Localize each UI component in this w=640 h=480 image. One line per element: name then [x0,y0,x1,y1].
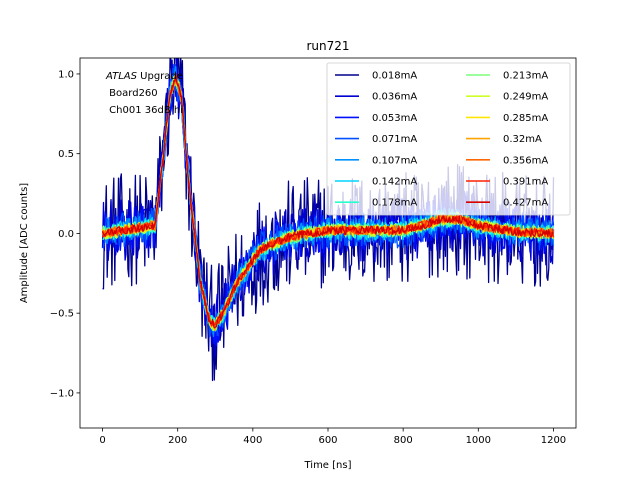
series-line [102,76,555,332]
legend-label: 0.107mA [372,155,417,166]
annotation-line-1: ATLAS Upgrade [105,71,183,82]
legend-label: 0.213mA [503,71,548,82]
series-line [101,72,554,329]
annotation-line-3: Ch001 36dB hi [106,105,183,116]
legend-frame [326,62,571,216]
legend-label: 0.036mA [372,92,417,103]
legend-label: 0.178mA [372,198,417,209]
x-axis-ticks: 0 200 400 600 800 1000 1200 [99,428,566,446]
x-axis-label: Time [ns] [303,460,351,471]
legend-label: 0.427mA [503,198,548,209]
legend-label: 0.391mA [503,177,548,188]
legend-label: 0.071mA [372,134,417,145]
legend-label: 0.142mA [372,177,417,188]
x-tick-label: 400 [243,435,262,446]
chart-title: run721 [306,39,349,53]
legend-label: 0.249mA [503,92,548,103]
annotation-line-2: Board260 [106,88,158,99]
y-tick-label: 0.5 [58,149,74,160]
series-layer [101,58,555,382]
x-tick-label: 1200 [541,435,566,446]
legend-label: 0.285mA [503,113,548,124]
legend-label: 0.32mA [503,134,542,145]
x-tick-label: 200 [168,435,187,446]
atlas-annotation: ATLAS Upgrade Board260 Ch001 36dB hi [105,71,183,116]
y-axis-label: Amplitude [ADC counts] [19,183,30,303]
annotation-rest: Upgrade [137,71,183,82]
x-tick-label: 800 [394,435,413,446]
y-tick-label: 0.0 [58,229,74,240]
legend-label: 0.356mA [503,155,548,166]
annotation-italic: ATLAS [105,71,138,82]
y-tick-label: 1.0 [58,69,74,80]
x-tick-label: 0 [99,435,105,446]
legend-label: 0.053mA [372,113,417,124]
y-tick-label: −0.5 [50,309,74,320]
y-tick-label: −1.0 [50,388,74,399]
x-tick-label: 600 [318,435,337,446]
x-tick-label: 1000 [466,435,491,446]
y-axis-ticks: −1.0 −0.5 0.0 0.5 1.0 [50,69,80,399]
legend: 0.018mA 0.036mA 0.053mA 0.071mA 0.107mA 0.142… [326,62,571,216]
legend-label: 0.018mA [372,71,417,82]
